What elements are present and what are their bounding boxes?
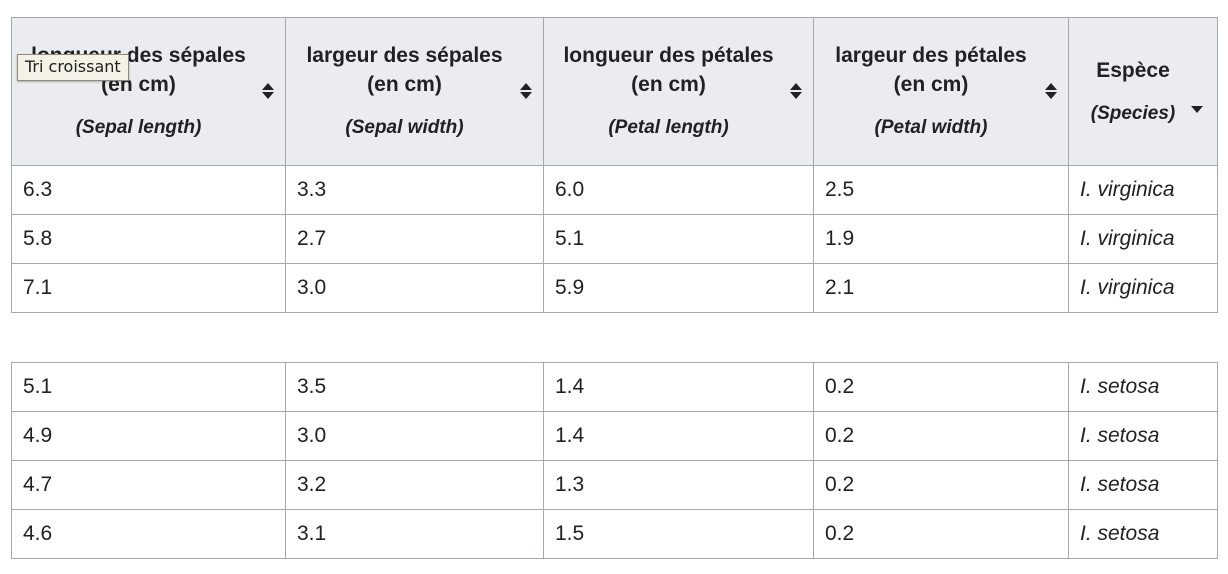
sort-both-icon[interactable] xyxy=(520,82,532,100)
column-header-petal-width[interactable]: largeur des pétales (en cm) (Petal width… xyxy=(813,17,1069,166)
table-row: 4.6 3.1 1.5 0.2 I. setosa xyxy=(11,509,1218,559)
table-cell: 3.0 xyxy=(285,263,544,313)
table-row: 5.8 2.7 5.1 1.9 I. virginica xyxy=(11,214,1218,264)
table-cell: 2.5 xyxy=(813,165,1069,215)
sort-both-icon[interactable] xyxy=(1045,82,1057,100)
species-cell: I. virginica xyxy=(1068,165,1218,215)
table-cell: 0.2 xyxy=(813,362,1069,412)
header-row: longueur des sépales (en cm) (Sepal leng… xyxy=(11,17,1218,166)
table-cell: 5.1 xyxy=(11,362,286,412)
iris-table-continued: 5.1 3.5 1.4 0.2 I. setosa 4.9 3.0 1.4 0.… xyxy=(11,362,1218,559)
column-header-title: largeur des pétales (en cm) xyxy=(835,44,1027,96)
table-cell: 1.4 xyxy=(543,411,814,461)
table-cell: 4.6 xyxy=(11,509,286,559)
species-cell: I. virginica xyxy=(1068,263,1218,313)
table-row: 4.7 3.2 1.3 0.2 I. setosa xyxy=(11,460,1218,510)
column-header-subtitle: (Sepal width) xyxy=(345,117,464,138)
table-cell: 4.9 xyxy=(11,411,286,461)
table-cell: 1.3 xyxy=(543,460,814,510)
table-cell: 0.2 xyxy=(813,509,1069,559)
column-header-subtitle: (Species) xyxy=(1090,102,1176,124)
table-cell: 5.1 xyxy=(543,214,814,264)
column-header-subtitle: (Petal length) xyxy=(608,117,729,138)
species-cell: I. setosa xyxy=(1068,460,1218,510)
species-cell: I. virginica xyxy=(1068,214,1218,264)
table-cell: 1.9 xyxy=(813,214,1069,264)
column-header-sepal-width[interactable]: largeur des sépales (en cm) (Sepal width… xyxy=(285,17,544,166)
sort-descending-icon[interactable] xyxy=(1191,106,1203,114)
table-cell: 3.5 xyxy=(285,362,544,412)
table-cell: 6.3 xyxy=(11,165,286,215)
table-cell: 2.7 xyxy=(285,214,544,264)
column-header-subtitle: (Petal width) xyxy=(874,117,988,138)
column-header-species[interactable]: Espèce (Species) xyxy=(1068,17,1218,166)
table-cell: 1.5 xyxy=(543,509,814,559)
iris-table: longueur des sépales (en cm) (Sepal leng… xyxy=(11,17,1218,313)
table-cell: 5.9 xyxy=(543,263,814,313)
table-cell: 5.8 xyxy=(11,214,286,264)
table-cell: 1.4 xyxy=(543,362,814,412)
table-cell: 3.0 xyxy=(285,411,544,461)
column-header-subtitle: (Sepal length) xyxy=(75,117,202,138)
table-cell: 0.2 xyxy=(813,460,1069,510)
table-row: 7.1 3.0 5.9 2.1 I. virginica xyxy=(11,263,1218,313)
column-header-title: longueur des pétales (en cm) xyxy=(563,44,774,96)
sort-both-icon[interactable] xyxy=(262,82,274,100)
table-row: 5.1 3.5 1.4 0.2 I. setosa xyxy=(11,362,1218,412)
sort-both-icon[interactable] xyxy=(790,82,802,100)
column-header-petal-length[interactable]: longueur des pétales (en cm) (Petal leng… xyxy=(543,17,814,166)
species-cell: I. setosa xyxy=(1068,411,1218,461)
table-cell: 7.1 xyxy=(11,263,286,313)
column-header-sepal-length[interactable]: longueur des sépales (en cm) (Sepal leng… xyxy=(11,17,286,166)
column-header-title: Espèce xyxy=(1096,58,1170,82)
table-cell: 0.2 xyxy=(813,411,1069,461)
sort-tooltip: Tri croissant xyxy=(17,54,129,81)
table-cell: 3.3 xyxy=(285,165,544,215)
table-cell: 3.1 xyxy=(285,509,544,559)
column-header-title: largeur des sépales (en cm) xyxy=(306,44,503,96)
species-cell: I. setosa xyxy=(1068,362,1218,412)
table-cell: 3.2 xyxy=(285,460,544,510)
table-cell: 6.0 xyxy=(543,165,814,215)
table-cell: 4.7 xyxy=(11,460,286,510)
table-row: 4.9 3.0 1.4 0.2 I. setosa xyxy=(11,411,1218,461)
table-row: 6.3 3.3 6.0 2.5 I. virginica xyxy=(11,165,1218,215)
species-cell: I. setosa xyxy=(1068,509,1218,559)
table-cell: 2.1 xyxy=(813,263,1069,313)
